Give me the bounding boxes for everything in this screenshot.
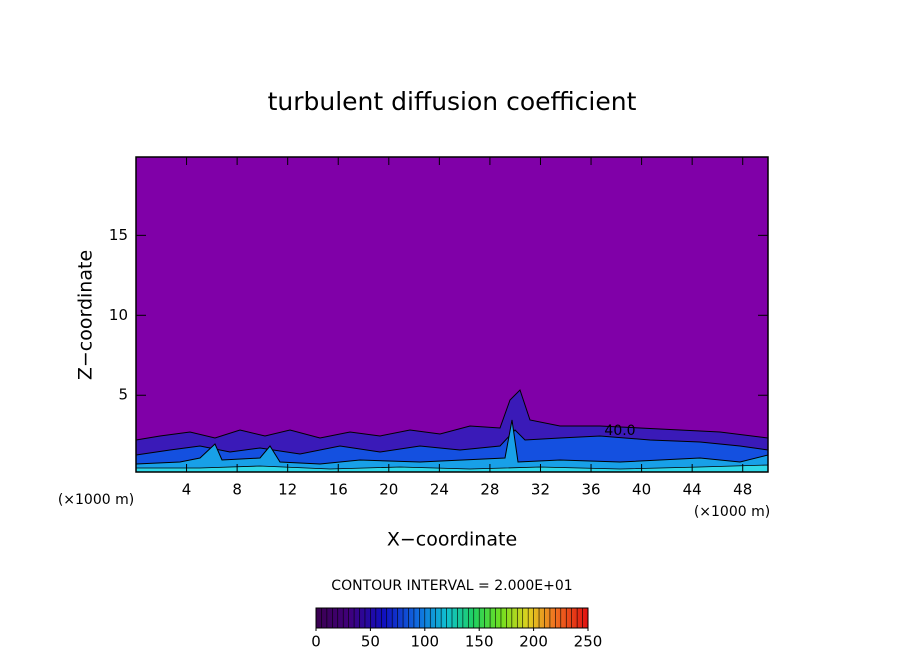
chart-title: turbulent diffusion coefficient [268,87,637,116]
y-tick-label: 15 [109,226,128,244]
y-axis-label: Z−coordinate [75,250,97,380]
x-tick-label: 32 [531,481,550,499]
x-unit-label: (×1000 m) [694,504,770,520]
x-tick-label: 12 [278,481,297,499]
y-tick-label: 10 [109,306,128,324]
x-tick-label: 8 [232,481,242,499]
x-tick-label: 20 [379,481,398,499]
x-tick-label: 16 [329,481,348,499]
colorbar-tick-label: 50 [361,633,380,651]
x-tick-label: 24 [430,481,449,499]
colorbar-tick-label: 250 [574,633,603,651]
colorbar-tick-label: 200 [519,633,548,651]
y-tick-label: 5 [118,386,128,404]
colorbar-tick-label: 0 [311,633,321,651]
x-tick-label: 40 [632,481,651,499]
field-background [136,157,768,472]
colorbar-tick-label: 100 [410,633,439,651]
x-axis-label: X−coordinate [387,529,517,551]
x-tick-label: 28 [480,481,499,499]
x-tick-label: 36 [581,481,600,499]
x-tick-label: 4 [182,481,192,499]
x-unit-label: (×1000 m) [58,492,134,508]
turbulence-layer [136,389,768,472]
x-tick-label: 44 [683,481,702,499]
colorbar-tick-label: 150 [465,633,494,651]
plot-frame [135,156,769,473]
contour-label: 40.0 [604,423,635,439]
x-tick-label: 48 [733,481,752,499]
contour-interval: CONTOUR INTERVAL = 2.000E+01 [331,578,572,594]
